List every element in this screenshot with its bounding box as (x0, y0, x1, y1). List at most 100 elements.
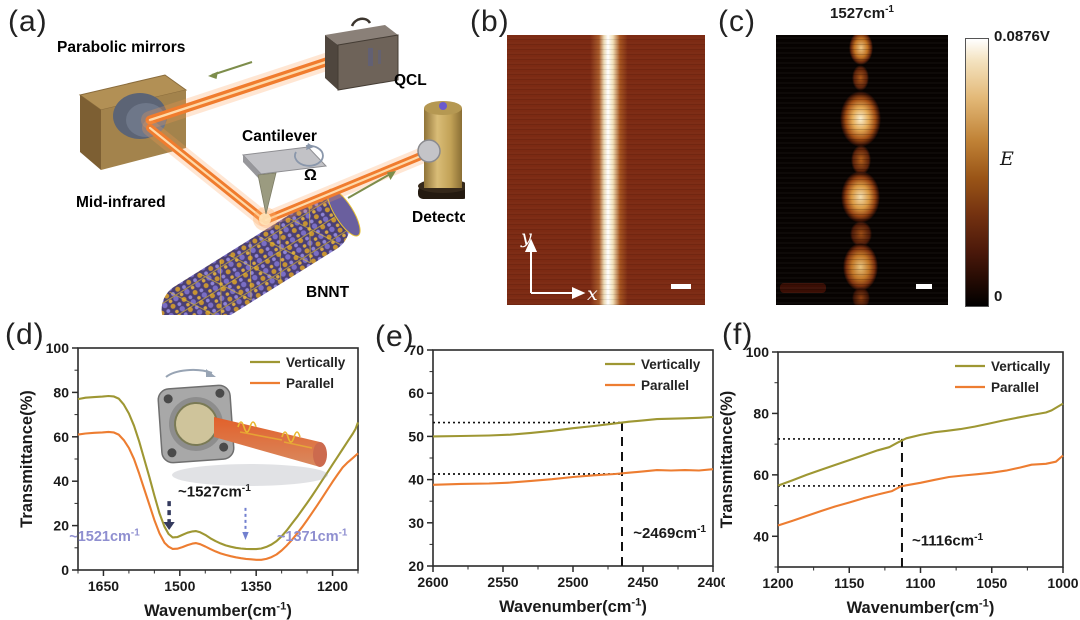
panel-c-title: 1527cm-1 (830, 4, 894, 22)
tspan: ) (989, 599, 995, 617)
x-axis-title: Wavenumber(cm-1) (847, 598, 995, 617)
mid-infrared-label: Mid-infrared (76, 194, 166, 211)
series-parallel (777, 454, 1064, 527)
tspan: -1 (131, 528, 140, 539)
series-parallel (77, 430, 359, 561)
setup-schematic: Parabolic mirrors QCL Cantilever Ω Mid-i… (57, 17, 465, 315)
y-tick-label: 100 (746, 344, 770, 360)
parabolic-mirror (78, 74, 188, 170)
y-tick-label: 80 (53, 384, 69, 400)
panel-a-label: (a) (8, 5, 48, 38)
x-tick-label: 2500 (557, 574, 588, 590)
tspan: ~1527cm (178, 484, 242, 501)
x-tick-label: 1350 (241, 578, 272, 594)
panel-d-chart: (d) 1650 1500 1350 1200 0 20 40 60 80 100 Wavenumb… (0, 315, 365, 620)
x-tick-label: 1100 (905, 575, 936, 591)
qcl-source (325, 17, 399, 91)
x-tick-label: 1150 (834, 575, 865, 591)
x-tick-label: 2600 (417, 574, 448, 590)
tspan: ~1521cm (69, 529, 131, 545)
tspan: ) (286, 602, 292, 620)
legend-label: Vertically (991, 359, 1051, 374)
y-tick-label: 30 (408, 515, 424, 531)
panel-b: (b) y x (465, 0, 710, 315)
xy-axes: y x (520, 227, 598, 302)
chart-e-svg: 2600 2550 2500 2450 2400 20 30 40 50 60 70 Wavenumb… (408, 342, 725, 616)
y-axis-title: Transmittance(%) (718, 391, 736, 529)
tspan: ~1371cm (277, 529, 339, 545)
ir-blob (852, 287, 870, 305)
chart-f-svg: 1200 1150 1100 1050 1000 40 60 80 100 Wavenumber(… (718, 344, 1079, 617)
ir-blob (852, 65, 869, 91)
scanline-texture (776, 35, 948, 305)
tspan: Wavenumber(cm (499, 598, 631, 616)
tspan: -1 (697, 524, 706, 535)
x-tick-label: 2400 (697, 574, 725, 590)
nanotube-stripe (507, 35, 705, 305)
polarizer-inset (157, 368, 328, 486)
x-tick-label: 1000 (1047, 575, 1078, 591)
colorbar-max-label: 0.0876V (994, 28, 1050, 45)
panel-d-label: (d) (5, 318, 45, 351)
tspan: ~2469cm (633, 525, 697, 542)
ir-map-image (776, 35, 948, 305)
colorbar-min-label: 0 (994, 288, 1003, 305)
y-tick-label: 0 (61, 562, 69, 578)
tspan: Wavenumber(cm (144, 602, 276, 620)
x-axis-label: x (587, 283, 598, 302)
y-tick-label: 70 (408, 342, 424, 358)
ir-blob (850, 221, 872, 247)
tspan: -1 (276, 601, 286, 613)
detector-label: Detector (412, 209, 465, 226)
probe-tip (257, 172, 277, 215)
tspan: -1 (974, 532, 983, 543)
x-tick-label: 1200 (317, 578, 348, 594)
series-vertically (77, 394, 359, 551)
x-axis-title: Wavenumber(cm-1) (499, 597, 647, 616)
detector-device (417, 101, 465, 199)
panel-f-chart: (f) 1200 1150 1100 1050 1000 40 60 80 100 Wavenum… (710, 315, 1080, 620)
ir-blob (840, 91, 881, 147)
panel-e-chart: (e) 2600 2550 2500 2450 2400 20 30 40 50 60 70 Wave… (365, 315, 725, 620)
omega-label: Ω (304, 167, 317, 184)
legend-label: Vertically (286, 355, 346, 370)
y-tick-label: 20 (408, 558, 424, 574)
y-tick-label: 60 (753, 467, 769, 483)
legend-label: Vertically (641, 357, 701, 372)
legend-label: Parallel (991, 380, 1039, 395)
colorbar (965, 38, 989, 307)
colorbar-symbol: E (1000, 148, 1014, 170)
focus-spot (259, 213, 271, 225)
beam-direction-arrows (208, 61, 396, 199)
x-tick-label: 1200 (762, 575, 793, 591)
y-tick-label: 40 (53, 473, 69, 489)
panel-e-label: (e) (375, 320, 415, 353)
laser-beams (141, 51, 436, 228)
x-axis-title: Wavenumber(cm-1) (144, 601, 292, 620)
tspan: ~1116cm (912, 533, 974, 550)
series-parallel (432, 468, 714, 486)
detector-knob (439, 102, 447, 110)
annotation-arrowhead (163, 522, 175, 531)
x-tick-label: 1650 (88, 578, 119, 594)
tspan: -1 (979, 598, 989, 610)
x-tick-label: 1500 (164, 578, 195, 594)
y-axis-title: Transmittance(%) (18, 390, 36, 528)
annotation-label: ~2469cm-1 (633, 524, 706, 542)
qcl-handle (350, 17, 372, 27)
y-tick-label: 40 (408, 472, 424, 488)
y-axis-label: y (520, 227, 532, 248)
qcl-label: QCL (394, 72, 427, 89)
panel-c: (c) 1527cm-1 0.0876V E 0 (710, 0, 1080, 315)
y-tick-label: 100 (46, 340, 70, 356)
parabolic-mirrors-label: Parabolic mirrors (57, 39, 185, 56)
tspan: -1 (339, 528, 348, 539)
polarization-waves (237, 421, 313, 449)
tspan: -1 (242, 483, 251, 494)
panel-c-label: (c) (718, 5, 756, 38)
chart-d-svg: 1650 1500 1350 1200 0 20 40 60 80 100 Wavenumber(c… (18, 340, 359, 620)
y-tick-label: 40 (753, 528, 769, 544)
annotation-label: ~1527cm-1 (178, 483, 251, 501)
scanline-texture (507, 35, 705, 305)
